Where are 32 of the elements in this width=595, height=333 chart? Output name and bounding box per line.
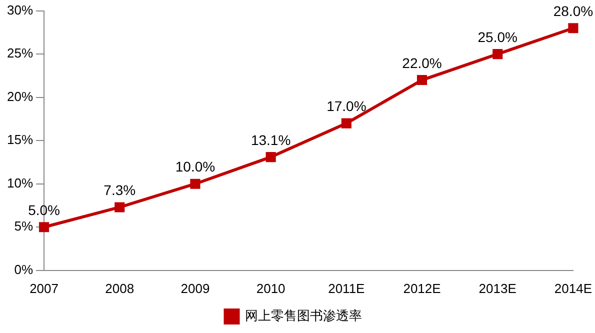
point	[492, 49, 503, 60]
point	[190, 178, 200, 189]
x-tick-label: 2007	[30, 280, 58, 296]
y-tick-label: 30%	[6, 2, 34, 18]
data-label: 7.3%	[104, 182, 136, 198]
data-label: 17.0%	[326, 98, 366, 114]
data-label: 13.1%	[250, 132, 291, 148]
data-label: 10.0%	[175, 158, 216, 175]
y-tick-label: 5%	[14, 218, 34, 234]
x-tick-label: 2011E	[328, 280, 366, 296]
data-label: 22.0%	[402, 54, 442, 71]
y-tick-label: 25%	[6, 46, 34, 61]
y-tick-label: 20%	[6, 88, 34, 104]
data-label: 5.0%	[28, 202, 60, 218]
y-tick-label: 15%	[6, 132, 34, 148]
x-tick-label: 2012E	[403, 280, 442, 296]
data-label: 28.0%	[553, 2, 594, 19]
point	[341, 118, 352, 128]
y-tick-label: 10%	[6, 175, 34, 190]
y-tick-label: 0%	[14, 262, 34, 277]
x-tick-label: 2008	[105, 280, 134, 296]
x-tick-label: 2009	[180, 280, 210, 296]
point	[416, 74, 428, 86]
point	[38, 222, 50, 232]
x-tick-label: 2013E	[478, 280, 517, 296]
legend-label: 网上零售图书渗透率	[244, 308, 362, 324]
x-tick-label: 2010	[256, 280, 286, 296]
point	[568, 23, 578, 34]
point	[266, 152, 276, 162]
x-tick-label: 2014E	[554, 280, 592, 296]
data-label: 25.0%	[478, 28, 518, 45]
point	[114, 202, 125, 212]
